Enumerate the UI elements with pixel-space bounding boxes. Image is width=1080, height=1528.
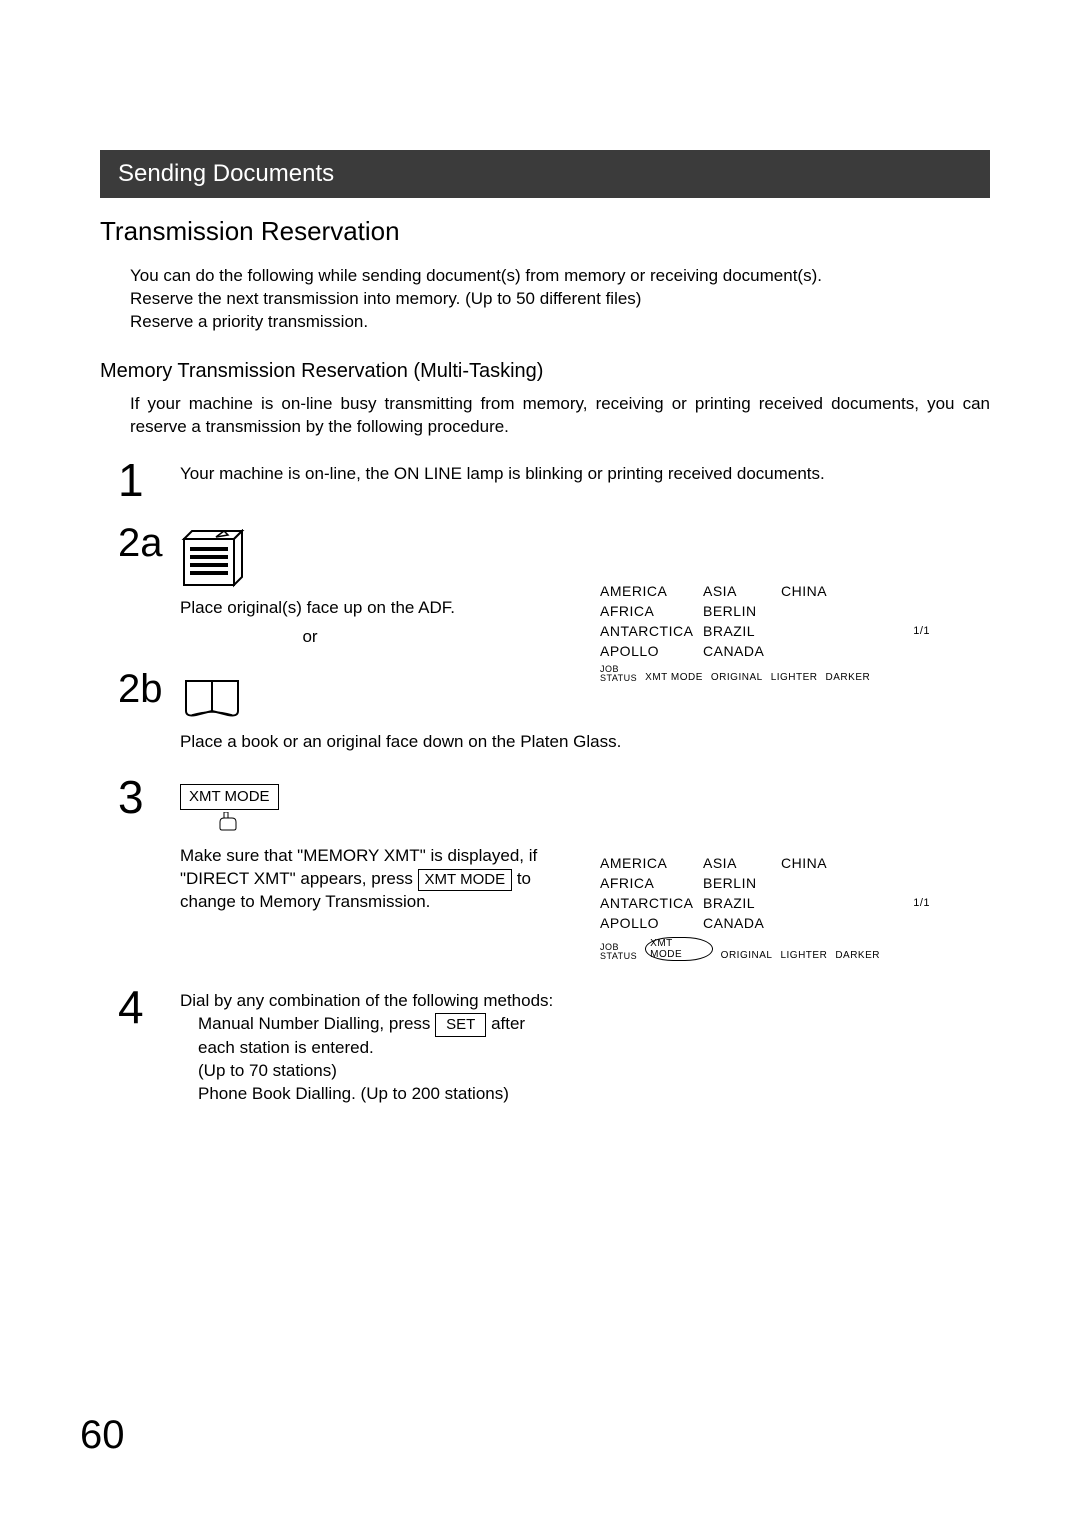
subsection-body: If your machine is on-line busy transmit… bbox=[130, 393, 990, 439]
page: Sending Documents Transmission Reservati… bbox=[0, 0, 1080, 1528]
cell: AMERICA bbox=[600, 855, 695, 871]
press-icon bbox=[180, 812, 276, 839]
intro-text: You can do the following while sending d… bbox=[130, 265, 990, 334]
display-tabs: JOBSTATUS XMT MODE ORIGINAL LIGHTER DARK… bbox=[600, 665, 880, 683]
cell: ANTARCTICA bbox=[600, 623, 695, 639]
cell: ASIA bbox=[703, 855, 773, 871]
cell: BERLIN bbox=[703, 603, 773, 619]
section-title: Transmission Reservation bbox=[100, 216, 990, 247]
step4-line: Dial by any combination of the following… bbox=[180, 990, 990, 1013]
step4-line: (Up to 70 stations) bbox=[180, 1060, 990, 1083]
cell: CANADA bbox=[703, 643, 773, 659]
tab-selected: XMT MODE bbox=[645, 937, 713, 961]
cell: AFRICA bbox=[600, 875, 695, 891]
tab: DARKER bbox=[826, 672, 871, 683]
cell bbox=[781, 623, 831, 639]
tab: XMT MODE bbox=[645, 672, 703, 683]
display-tabs: JOBSTATUS XMT MODE ORIGINAL LIGHTER DARK… bbox=[600, 937, 880, 961]
subsection-title: Memory Transmission Reservation (Multi-T… bbox=[100, 360, 990, 383]
cell bbox=[781, 915, 831, 931]
step-number: 2b bbox=[100, 669, 180, 709]
or-label: or bbox=[180, 626, 440, 649]
tab: LIGHTER bbox=[771, 672, 818, 683]
xmt-mode-inline-button[interactable]: XMT MODE bbox=[418, 869, 513, 891]
display-grid: AMERICA ASIA CHINA AFRICA BERLIN ANTARCTICA… bbox=[600, 583, 880, 659]
t: STATUS bbox=[600, 673, 637, 683]
adf-icon bbox=[180, 529, 990, 589]
step-number: 1 bbox=[100, 457, 180, 503]
step-number: 3 bbox=[100, 774, 180, 820]
cell: BRAZIL bbox=[703, 895, 773, 911]
intro-line: Reserve a priority transmission. bbox=[130, 311, 990, 334]
t: STATUS bbox=[600, 951, 637, 961]
step-text: Your machine is on-line, the ON LINE lam… bbox=[180, 457, 990, 486]
cell: AFRICA bbox=[600, 603, 695, 619]
cell: APOLLO bbox=[600, 915, 695, 931]
cell: BRAZIL bbox=[703, 623, 773, 639]
text: "DIRECT XMT" appears, press bbox=[180, 869, 418, 888]
xmt-mode-button-block: XMT MODE bbox=[180, 784, 990, 839]
cell: BERLIN bbox=[703, 875, 773, 891]
tab: JOBSTATUS bbox=[600, 665, 637, 683]
text: after bbox=[486, 1014, 525, 1033]
cell: CANADA bbox=[703, 915, 773, 931]
xmt-mode-button[interactable]: XMT MODE bbox=[180, 784, 279, 810]
text: to bbox=[512, 869, 531, 888]
cell: APOLLO bbox=[600, 643, 695, 659]
step-content: Dial by any combination of the following… bbox=[180, 984, 990, 1106]
step-number: 4 bbox=[100, 984, 180, 1030]
display-grid: AMERICA ASIA CHINA AFRICA BERLIN ANTARCTICA… bbox=[600, 855, 880, 931]
step-number: 2a bbox=[100, 523, 180, 563]
cell: ANTARCTICA bbox=[600, 895, 695, 911]
page-number: 60 bbox=[80, 1413, 125, 1458]
cell: AMERICA bbox=[600, 583, 695, 599]
tab: ORIGINAL bbox=[721, 950, 773, 961]
cell bbox=[781, 875, 831, 891]
tab: LIGHTER bbox=[780, 950, 827, 961]
cell bbox=[781, 643, 831, 659]
tab: JOBSTATUS bbox=[600, 943, 637, 961]
cell: ASIA bbox=[703, 583, 773, 599]
cell: CHINA bbox=[781, 855, 831, 871]
step-1: 1 Your machine is on-line, the ON LINE l… bbox=[100, 457, 990, 503]
set-button[interactable]: SET bbox=[435, 1013, 486, 1037]
section-header: Sending Documents bbox=[100, 150, 990, 198]
step2b-caption: Place a book or an original face down on… bbox=[180, 731, 990, 754]
step4-line: Phone Book Dialling. (Up to 200 stations… bbox=[180, 1083, 990, 1106]
text: Manual Number Dialling, press bbox=[198, 1014, 435, 1033]
intro-line: Reserve the next transmission into memor… bbox=[130, 288, 990, 311]
tab: DARKER bbox=[835, 950, 880, 961]
lcd-display-1: AMERICA ASIA CHINA AFRICA BERLIN ANTARCTICA… bbox=[600, 583, 880, 683]
cell: CHINA bbox=[781, 583, 831, 599]
display-page: 1/1 bbox=[913, 897, 930, 909]
tab: ORIGINAL bbox=[711, 672, 763, 683]
intro-line: You can do the following while sending d… bbox=[130, 265, 990, 288]
display-page: 1/1 bbox=[913, 625, 930, 637]
lcd-display-2: AMERICA ASIA CHINA AFRICA BERLIN ANTARCTICA… bbox=[600, 855, 880, 961]
step-4: 4 Dial by any combination of the followi… bbox=[100, 984, 990, 1106]
cell bbox=[781, 603, 831, 619]
step4-line: Manual Number Dialling, press SET after bbox=[180, 1013, 990, 1037]
step4-line: each station is entered. bbox=[180, 1037, 990, 1060]
cell bbox=[781, 895, 831, 911]
header-title: Sending Documents bbox=[118, 160, 334, 187]
